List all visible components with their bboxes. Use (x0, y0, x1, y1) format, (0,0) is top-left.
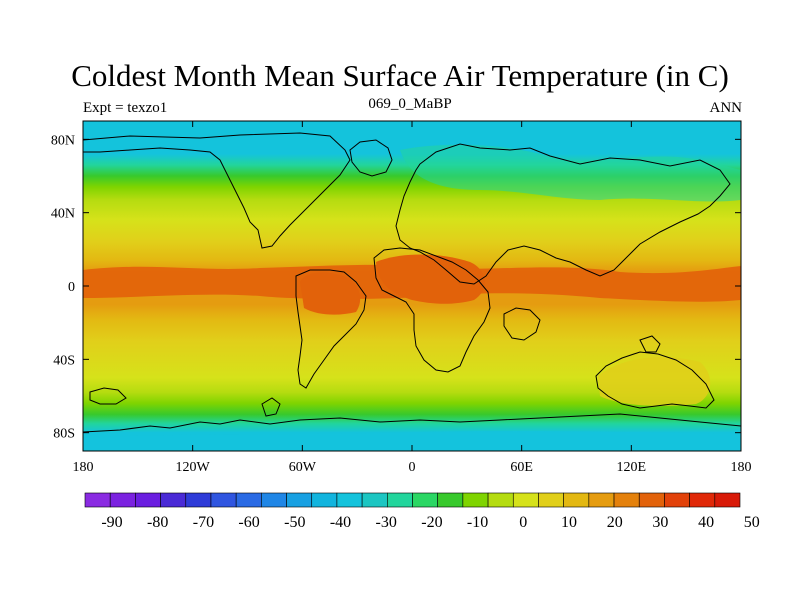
longitude-axis: 180 120W 60W 0 60E 120E 180 (73, 121, 752, 475)
latitude-axis: 80N 40N 0 40S 80S (51, 133, 741, 442)
lat-tick-label: 40S (53, 353, 75, 368)
colorbar-tick-label: -40 (330, 514, 351, 531)
coastlines (82, 132, 742, 433)
colorbar-swatch (311, 492, 338, 508)
colorbar-tick-label: -90 (101, 514, 122, 531)
colorbar-swatch (462, 492, 489, 508)
colorbar-swatch (84, 492, 111, 508)
map-title: Coldest Month Mean Surface Air Temperatu… (71, 58, 729, 93)
colorbar-swatch (613, 492, 640, 508)
lon-tick-label: 60E (510, 460, 533, 475)
south-america-hot-region (300, 272, 361, 315)
colorbar-swatch (412, 492, 438, 508)
greenland-coastline (349, 139, 393, 177)
lon-tick-label: 180 (731, 460, 752, 475)
australia-coastline (595, 351, 715, 409)
lon-tick-label: 60W (289, 460, 317, 475)
colorbar-tick-label: -80 (147, 514, 168, 531)
colorbar-tick-label: -10 (467, 514, 488, 531)
time-period-label: 069_0_MaBP (368, 96, 452, 112)
colorbar-swatch (336, 492, 363, 508)
colorbar-tick-label: 10 (561, 514, 577, 531)
lon-tick-label: 120E (617, 460, 647, 475)
colorbar-swatch (714, 492, 741, 508)
colorbar-swatch (361, 492, 388, 508)
colorbar-tick-label: 0 (519, 514, 527, 531)
lat-tick-label: 80N (51, 133, 75, 148)
temperature-field (83, 121, 741, 451)
colorbar-tick-label: 40 (698, 514, 714, 531)
southeast-asia-islands (503, 307, 541, 341)
colorbar-swatch (689, 492, 716, 508)
colorbar-swatch (109, 492, 136, 508)
australia-warm-region (598, 357, 711, 406)
colorbar-tick-label: -50 (284, 514, 305, 531)
northern-land-cool-region (400, 144, 741, 202)
colorbar-swatch (538, 492, 564, 508)
pacific-island (89, 387, 127, 405)
colorbar-tick-label: -70 (193, 514, 214, 531)
colorbar-tick-label: 30 (652, 514, 668, 531)
colorbar-tick-label: -60 (238, 514, 259, 531)
lat-tick-label: 0 (68, 280, 75, 295)
experiment-label: Expt = texzo1 (83, 100, 168, 116)
colorbar-swatch (210, 492, 237, 508)
colorbar-swatch (588, 492, 615, 508)
africa-coastline (373, 247, 491, 373)
south-america-coastline (295, 269, 367, 389)
colorbar-swatch (512, 492, 539, 508)
colorbar-swatch (160, 492, 187, 508)
colorbar-swatch (261, 492, 287, 508)
africa-hot-region (376, 254, 485, 304)
colorbar-swatch (563, 492, 590, 508)
lat-tick-label: 40N (51, 207, 75, 222)
antarctic-peninsula (261, 397, 281, 417)
lon-tick-label: 0 (409, 460, 416, 475)
colorbar-swatch (387, 492, 413, 508)
north-america-coastline (82, 132, 351, 249)
antarctica-coastline (82, 413, 742, 433)
lat-tick-label: 80S (53, 427, 75, 442)
colorbar-swatch (235, 492, 262, 508)
colorbar-swatch (638, 492, 665, 508)
colorbar-swatch (437, 492, 464, 508)
colorbar (84, 492, 741, 508)
colorbar-swatch (185, 492, 212, 508)
colorbar-swatch (286, 492, 313, 508)
colorbar-labels: -90 -80 -70 -60 -50 -40 -30 -20 -10 0 10 20 30 40 50 (101, 514, 759, 531)
colorbar-swatch (487, 492, 514, 508)
colorbar-tick-label: 50 (744, 514, 760, 531)
season-label: ANN (709, 100, 743, 116)
lon-tick-label: 180 (73, 460, 94, 475)
colorbar-tick-label: -30 (376, 514, 397, 531)
antarctic-cold-shelf (83, 431, 741, 451)
lon-tick-label: 120W (176, 460, 211, 475)
colorbar-tick-label: 20 (607, 514, 623, 531)
colorbar-swatch (135, 492, 161, 508)
new-zealand-coastline (639, 335, 661, 353)
colorbar-swatch (664, 492, 690, 508)
colorbar-tick-label: -20 (421, 514, 442, 531)
